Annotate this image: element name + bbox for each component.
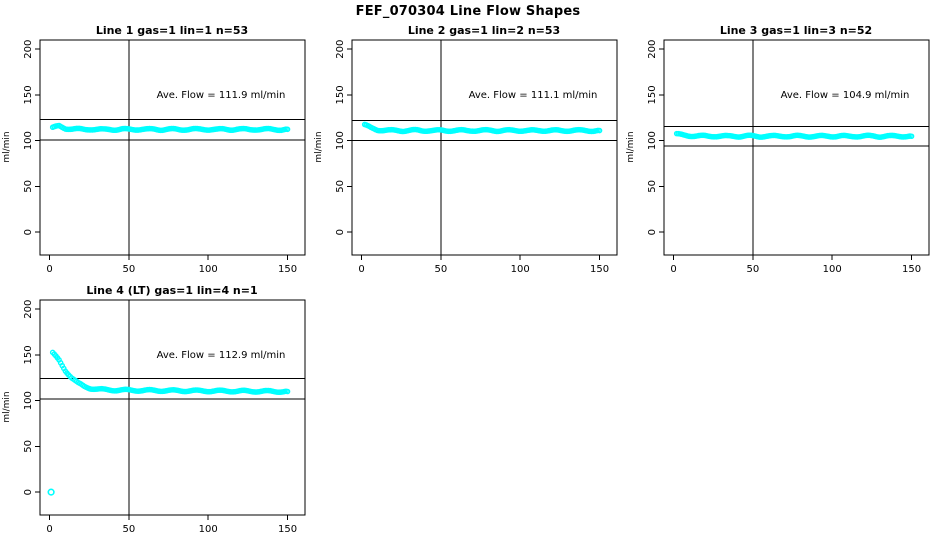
figure-title: FEF_070304 Line Flow Shapes [355,4,581,19]
y-tick-label: 200 [335,40,346,59]
panel-line-2: Line 2 gas=1 lin=2 n=53 Ave. Flow = 111.… [312,20,624,280]
data-points [49,122,291,134]
y-tick-label: 100 [23,391,34,410]
x-tick-label: 50 [122,524,135,535]
y-tick-label: 200 [23,40,34,59]
x-tick-label: 100 [511,264,530,275]
plot-border [39,299,306,516]
x-tick-label: 100 [199,264,218,275]
x-tick-label: 150 [590,264,609,275]
y-tick-label: 0 [647,229,658,235]
plot-area: 0 50 100 150 0 50 100 150 200 [23,299,306,535]
ave-flow-annotation: Ave. Flow = 111.1 ml/min [469,90,598,101]
x-tick-label: 0 [46,264,52,275]
x-tick-label: 150 [278,264,297,275]
y-tick-label: 0 [23,229,34,235]
plot-area: 0 50 100 150 0 50 100 150 200 [647,39,930,275]
plot-border [663,39,930,256]
plot-border [351,39,618,256]
x-tick-label: 50 [746,264,759,275]
y-axis-label: ml/min [2,131,12,162]
y-tick-label: 100 [335,131,346,150]
y-axis-label: ml/min [2,391,12,422]
plot-area: 0 50 100 150 0 50 100 150 200 [23,39,306,275]
y-tick-label: 0 [23,489,34,495]
plot-line-3: Line 3 gas=1 lin=3 n=52 Ave. Flow = 104.… [626,24,930,275]
plot-border [39,39,306,256]
outlier-point [47,488,55,496]
x-tick-label: 100 [199,524,218,535]
panel-line-1: Line 1 gas=1 lin=1 n=53 Ave. Flow = 111.… [0,20,312,280]
x-tick-label: 50 [434,264,447,275]
x-tick-label: 0 [46,524,52,535]
ave-flow-annotation: Ave. Flow = 111.9 ml/min [157,90,286,101]
y-tick-label: 50 [23,440,34,453]
y-axis-label: ml/min [314,131,324,162]
y-tick-label: 100 [647,131,658,150]
panel-title: Line 1 gas=1 lin=1 n=53 [96,24,248,37]
x-tick-label: 0 [358,264,364,275]
y-axis-label: ml/min [626,131,636,162]
y-tick-label: 50 [647,180,658,193]
data-points [47,349,291,496]
plot-line-4: Line 4 (LT) gas=1 lin=4 n=1 Ave. Flow = … [2,284,306,535]
y-tick-label: 150 [647,85,658,104]
data-points [673,130,915,140]
y-tick-label: 200 [23,300,34,319]
plot-line-2: Line 2 gas=1 lin=2 n=53 Ave. Flow = 111.… [314,24,618,275]
y-tick-label: 150 [335,85,346,104]
panel-line-4: Line 4 (LT) gas=1 lin=4 n=1 Ave. Flow = … [0,280,312,540]
ave-flow-annotation: Ave. Flow = 112.9 ml/min [157,350,286,361]
data-points [361,121,603,135]
y-tick-label: 150 [23,85,34,104]
y-tick-label: 200 [647,40,658,59]
x-tick-label: 50 [122,264,135,275]
x-tick-label: 150 [902,264,921,275]
panel-title: Line 4 (LT) gas=1 lin=4 n=1 [86,284,257,297]
y-tick-label: 50 [23,180,34,193]
y-tick-label: 0 [335,229,346,235]
ave-flow-annotation: Ave. Flow = 104.9 ml/min [781,90,910,101]
plot-line-1: Line 1 gas=1 lin=1 n=53 Ave. Flow = 111.… [2,24,306,275]
y-tick-label: 150 [23,345,34,364]
panel-title: Line 3 gas=1 lin=3 n=52 [720,24,872,37]
y-tick-label: 100 [23,131,34,150]
panel-line-3: Line 3 gas=1 lin=3 n=52 Ave. Flow = 104.… [624,20,936,280]
x-tick-label: 100 [823,264,842,275]
y-tick-label: 50 [335,180,346,193]
plot-area: 0 50 100 150 0 50 100 150 200 [335,39,618,275]
x-tick-label: 0 [670,264,676,275]
x-tick-label: 150 [278,524,297,535]
panel-title: Line 2 gas=1 lin=2 n=53 [408,24,560,37]
